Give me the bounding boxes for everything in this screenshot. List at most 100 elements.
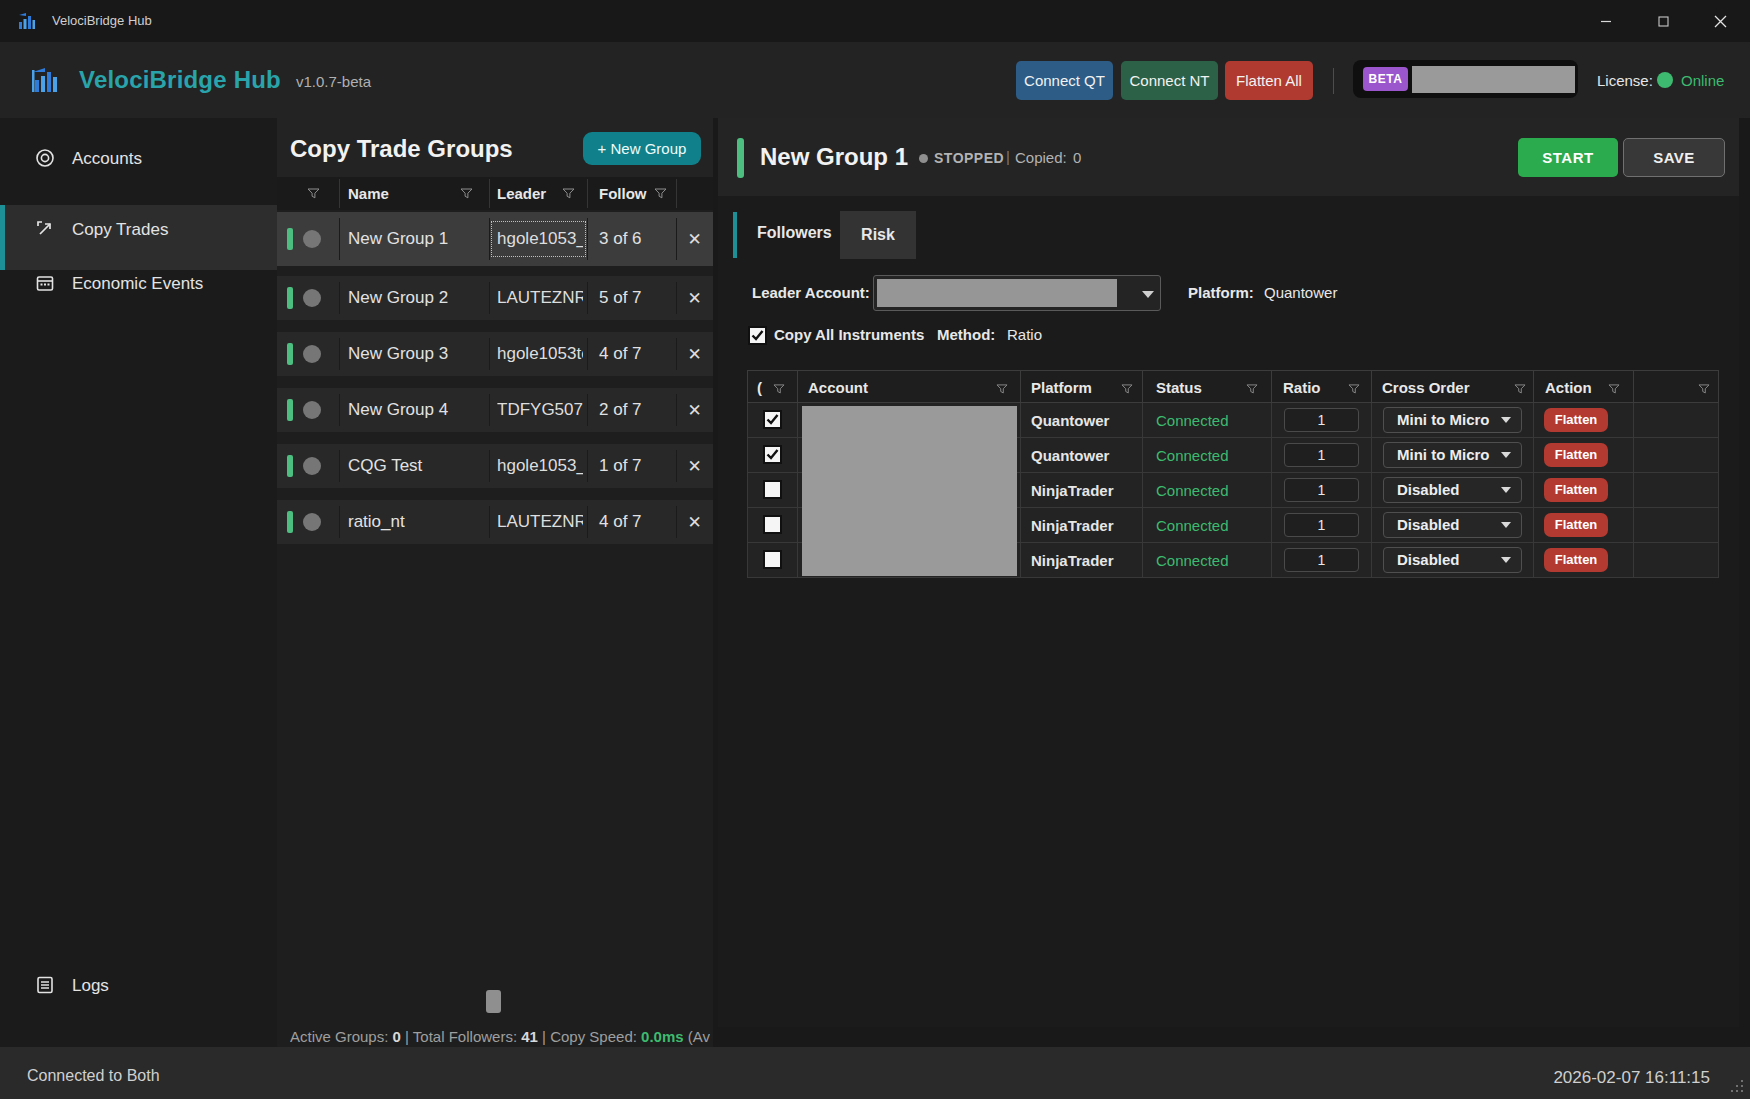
sidebar-item-label: Copy Trades [72,220,168,240]
filter-icon[interactable] [996,372,1008,405]
flatten-all-button[interactable]: Flatten All [1225,61,1313,100]
column-header-platform[interactable]: Platform [1031,371,1092,404]
method-value: Ratio [1007,319,1042,351]
start-button[interactable]: START [1518,138,1618,177]
new-group-button[interactable]: + New Group [583,132,701,165]
connect-nt-button[interactable]: Connect NT [1121,61,1218,100]
chevron-down-icon [1501,522,1511,528]
sidebar-item-logs[interactable]: Logs [0,957,277,1013]
delete-group-button[interactable]: ✕ [676,332,713,376]
flatten-button[interactable]: Flatten [1544,443,1608,467]
sidebar-item-label: Accounts [72,149,142,169]
sidebar-item-economic-events[interactable]: Economic Events [0,255,277,311]
group-active-bar [287,228,293,250]
filter-icon[interactable] [1698,372,1710,405]
active-groups-count: 0 [393,1028,401,1045]
group-active-bar [287,343,293,365]
group-follow: 4 of 7 [599,332,642,376]
follower-platform: NinjaTrader [1031,473,1114,508]
column-header-leader[interactable]: Leader [497,177,546,210]
filter-icon[interactable] [1121,372,1133,405]
column-header-account[interactable]: Account [808,371,868,404]
group-status-dot [303,289,321,307]
ratio-input[interactable]: 1 [1284,408,1359,432]
cross-order-select[interactable]: Disabled [1383,512,1522,538]
follower-status: Connected [1156,543,1229,578]
follower-checkbox[interactable] [763,515,782,534]
flatten-button[interactable]: Flatten [1544,513,1608,537]
group-leader: hgole1053_st [497,444,583,488]
group-active-bar [287,455,293,477]
check-icon [751,329,764,342]
filter-icon[interactable] [562,177,575,210]
filter-icon[interactable] [773,372,785,405]
follower-checkbox[interactable] [763,550,782,569]
group-row[interactable]: ratio_nt LAUTEZNRAD 4 of 7 ✕ [277,500,713,544]
filter-icon[interactable] [1608,372,1620,405]
ratio-input[interactable]: 1 [1284,478,1359,502]
cross-order-select[interactable]: Mini to Micro [1383,407,1522,433]
followers-table-header: ( Account Platform Status Ratio Cross Or… [747,370,1719,403]
copy-all-instruments-checkbox[interactable] [748,326,767,345]
ratio-input[interactable]: 1 [1284,513,1359,537]
groups-footer-stats: Active Groups: 0 | Total Followers: 41 |… [290,1025,710,1049]
filter-icon[interactable] [1348,372,1360,405]
delete-group-button[interactable]: ✕ [676,500,713,544]
group-name: New Group 1 [348,212,448,266]
leader-account-select[interactable] [873,275,1161,311]
delete-group-button[interactable]: ✕ [676,388,713,432]
filter-icon[interactable] [307,177,320,210]
ratio-input[interactable]: 1 [1284,548,1359,572]
group-status-dot [303,230,321,248]
delete-group-button[interactable]: ✕ [676,444,713,488]
cross-order-select[interactable]: Disabled [1383,477,1522,503]
brand-logo-icon [31,66,61,94]
column-header-check[interactable]: ( [757,371,762,404]
filter-icon[interactable] [1246,372,1258,405]
filter-icon[interactable] [654,177,667,210]
filter-icon[interactable] [460,177,473,210]
follower-checkbox[interactable] [763,445,782,464]
flatten-button[interactable]: Flatten [1544,478,1608,502]
delete-group-button[interactable]: ✕ [676,212,713,266]
follower-checkbox[interactable] [763,410,782,429]
resize-grip[interactable] [1730,1079,1744,1093]
filter-icon[interactable] [1514,372,1526,405]
close-icon [1713,14,1728,29]
column-header-cross-order[interactable]: Cross Order [1382,371,1470,404]
chevron-down-icon [1501,417,1511,423]
column-header-follow[interactable]: Follow [599,177,647,210]
column-header-status[interactable]: Status [1156,371,1202,404]
separator: | [1006,118,1010,196]
group-row[interactable]: CQG Test hgole1053_st 1 of 7 ✕ [277,444,713,488]
follower-checkbox[interactable] [763,480,782,499]
cross-order-select[interactable]: Mini to Micro [1383,442,1522,468]
close-button[interactable] [1694,0,1746,42]
group-row[interactable]: New Group 4 TDFYG50759 2 of 7 ✕ [277,388,713,432]
beta-badge: BETA [1363,67,1408,91]
tab-followers[interactable]: Followers [757,212,832,258]
maximize-button[interactable] [1637,0,1689,42]
tab-risk[interactable]: Risk [840,211,916,259]
column-header-ratio[interactable]: Ratio [1283,371,1321,404]
group-name: New Group 3 [348,332,448,376]
connect-qt-button[interactable]: Connect QT [1016,61,1113,100]
sidebar-item-accounts[interactable]: Accounts [0,130,277,186]
delete-group-button[interactable]: ✕ [676,276,713,320]
group-row[interactable]: New Group 1 hgole1053_st 3 of 6 ✕ [277,212,713,266]
group-status-dot [303,457,321,475]
license-key-redacted [1412,66,1575,93]
column-header-action[interactable]: Action [1545,371,1592,404]
column-header-name[interactable]: Name [348,177,389,210]
header-divider [1333,68,1334,94]
window-title: VelociBridge Hub [52,0,152,42]
group-row[interactable]: New Group 3 hgole1053tc 4 of 7 ✕ [277,332,713,376]
group-row[interactable]: New Group 2 LAUTEZNRAD 5 of 7 ✕ [277,276,713,320]
ratio-input[interactable]: 1 [1284,443,1359,467]
flatten-button[interactable]: Flatten [1544,408,1608,432]
cross-order-select[interactable]: Disabled [1383,547,1522,573]
save-button[interactable]: SAVE [1623,138,1725,177]
flatten-button[interactable]: Flatten [1544,548,1608,572]
minimize-button[interactable] [1580,0,1632,42]
horizontal-scrollbar-thumb[interactable] [486,990,501,1013]
